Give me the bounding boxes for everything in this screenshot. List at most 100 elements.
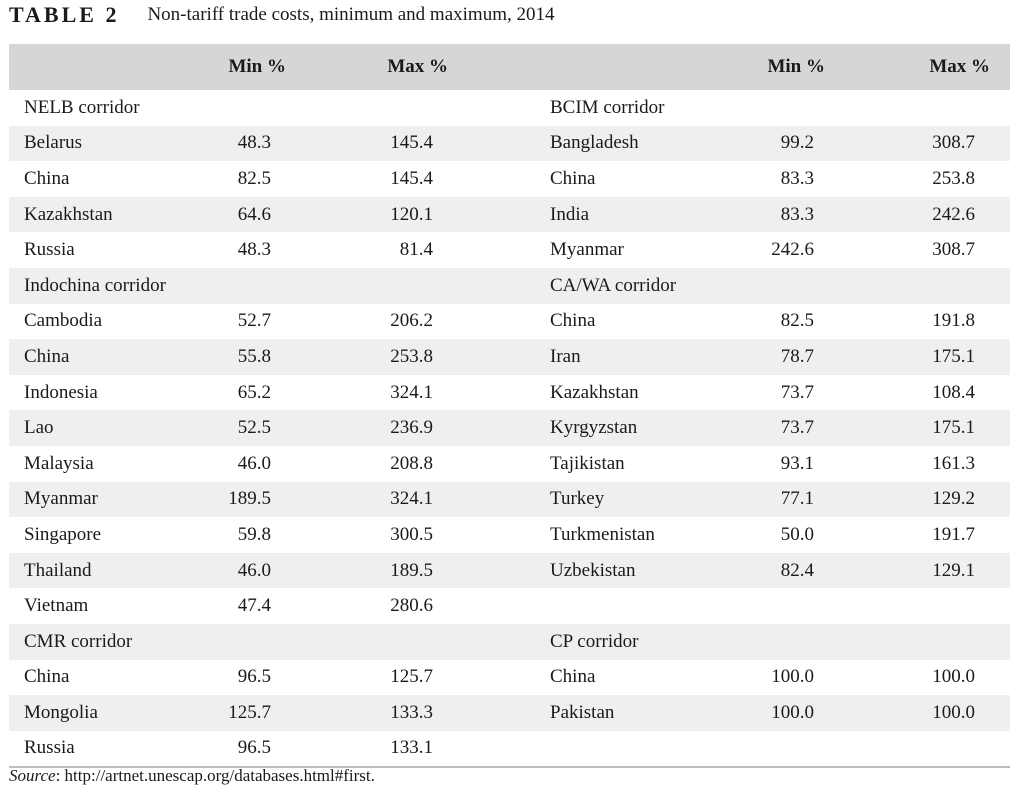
- country-left-cell: Vietnam: [24, 595, 89, 617]
- max-left-cell: 324.1: [390, 488, 433, 510]
- country-right-cell: Bangladesh: [550, 132, 639, 154]
- country-right-cell: Iran: [550, 345, 581, 367]
- min-left-cell: 96.5: [237, 666, 271, 688]
- table-row: CMR corridor CP corridor: [9, 623, 1010, 660]
- country-left-cell: Indonesia: [24, 381, 98, 403]
- country-right-cell: China: [550, 310, 596, 332]
- max-left-cell: 145.4: [390, 167, 433, 189]
- table-row: Singapore 59.8 300.5 Turkmenistan 50.0 191.7: [9, 517, 1010, 553]
- max-left-cell: 81.4: [399, 239, 433, 261]
- table-row: Malaysia 46.0 208.8 Tajikistan 93.1 161.3: [9, 446, 1010, 482]
- country-right-cell: Tajikistan: [550, 452, 625, 474]
- min-right-cell: 83.3: [780, 203, 814, 225]
- country-right-cell: Turkey: [550, 488, 605, 510]
- country-left-cell: China: [24, 167, 70, 189]
- max-left-cell: 253.8: [390, 345, 433, 367]
- country-left-cell: Mongolia: [24, 701, 98, 723]
- max-left-cell: 300.5: [390, 523, 433, 545]
- country-right-cell: BCIM corridor: [550, 96, 665, 118]
- country-left-cell: China: [24, 345, 70, 367]
- max-right-cell: 175.1: [932, 417, 975, 439]
- min-right-cell: 82.5: [780, 310, 814, 332]
- min-right-cell: 99.2: [780, 132, 814, 154]
- country-left-cell: Malaysia: [24, 452, 94, 474]
- country-right-cell: CP corridor: [550, 630, 639, 652]
- header-min-left: Min %: [228, 56, 286, 77]
- source-note: Source: http://artnet.unescap.org/databa…: [9, 766, 375, 786]
- min-right-cell: 242.6: [771, 239, 814, 261]
- country-left-cell: China: [24, 666, 70, 688]
- table-bottom-rule: [9, 766, 1010, 769]
- table-row: Kazakhstan 64.6 120.1 India 83.3 242.6: [9, 196, 1010, 233]
- min-right-cell: 100.0: [771, 701, 814, 723]
- max-right-cell: 191.7: [932, 523, 975, 545]
- table-label: TABLE 2: [9, 2, 120, 27]
- min-left-cell: 96.5: [237, 737, 271, 759]
- country-right-cell: Myanmar: [550, 239, 624, 261]
- table-body: NELB corridor BCIM corridor Belarus 48.3 145…: [9, 90, 1010, 766]
- country-left-cell: Belarus: [24, 132, 83, 154]
- header-max-left: Max %: [387, 56, 448, 77]
- table-row: Belarus 48.3 145.4 Bangladesh 99.2 308.7: [9, 125, 1010, 162]
- source-text: : http://artnet.unescap.org/databases.ht…: [55, 766, 375, 785]
- table-row: Russia 96.5 133.1: [9, 731, 1010, 767]
- max-right-cell: 308.7: [932, 132, 975, 154]
- country-left-cell: Russia: [24, 737, 75, 759]
- table-row: Indochina corridor CA/WA corridor: [9, 267, 1010, 304]
- country-left-cell: Russia: [24, 239, 75, 261]
- min-right-cell: 83.3: [780, 167, 814, 189]
- country-left-cell: CMR corridor: [24, 630, 133, 652]
- min-right-cell: 50.0: [780, 523, 814, 545]
- table-header-row: Min % Max % Min % Max %: [9, 44, 1010, 90]
- min-left-cell: 52.7: [237, 310, 271, 332]
- max-right-cell: 175.1: [932, 345, 975, 367]
- header-max-right: Max %: [929, 56, 990, 77]
- min-left-cell: 125.7: [228, 701, 271, 723]
- min-left-cell: 47.4: [237, 595, 271, 617]
- table-row: Thailand 46.0 189.5 Uzbekistan 82.4 129.1: [9, 552, 1010, 589]
- max-right-cell: 242.6: [932, 203, 975, 225]
- trade-costs-table: Min % Max % Min % Max % NELB corridor BCI…: [9, 44, 1010, 769]
- min-right-cell: 77.1: [780, 488, 814, 510]
- min-left-cell: 48.3: [237, 132, 271, 154]
- max-left-cell: 189.5: [390, 559, 433, 581]
- min-left-cell: 65.2: [237, 381, 271, 403]
- min-left-cell: 48.3: [237, 239, 271, 261]
- max-left-cell: 280.6: [390, 595, 433, 617]
- min-left-cell: 46.0: [237, 559, 271, 581]
- max-right-cell: 108.4: [932, 381, 975, 403]
- min-right-cell: 82.4: [780, 559, 814, 581]
- max-right-cell: 308.7: [932, 239, 975, 261]
- country-left-cell: Singapore: [24, 523, 102, 545]
- country-left-cell: Thailand: [24, 559, 92, 581]
- country-right-cell: China: [550, 167, 596, 189]
- min-left-cell: 55.8: [237, 345, 271, 367]
- min-right-cell: 73.7: [780, 381, 814, 403]
- country-left-cell: Kazakhstan: [24, 203, 113, 225]
- max-right-cell: 100.0: [932, 701, 975, 723]
- max-left-cell: 145.4: [390, 132, 433, 154]
- country-right-cell: China: [550, 666, 596, 688]
- table-row: Russia 48.3 81.4 Myanmar 242.6 308.7: [9, 232, 1010, 268]
- min-left-cell: 82.5: [237, 167, 271, 189]
- max-right-cell: 129.1: [932, 559, 975, 581]
- country-right-cell: Kyrgyzstan: [550, 417, 638, 439]
- max-left-cell: 120.1: [390, 203, 433, 225]
- min-right-cell: 78.7: [780, 345, 814, 367]
- table-title: Non-tariff trade costs, minimum and maxi…: [147, 4, 555, 25]
- min-left-cell: 59.8: [237, 523, 271, 545]
- table-row: Lao 52.5 236.9 Kyrgyzstan 73.7 175.1: [9, 410, 1010, 446]
- country-left-cell: Cambodia: [24, 310, 103, 332]
- source-label: Source: [9, 766, 56, 785]
- max-left-cell: 133.3: [390, 701, 433, 723]
- min-right-cell: 100.0: [771, 666, 814, 688]
- header-min-right: Min %: [767, 56, 825, 77]
- max-right-cell: 161.3: [932, 452, 975, 474]
- max-left-cell: 125.7: [390, 666, 433, 688]
- table-row: NELB corridor BCIM corridor: [9, 90, 1010, 126]
- max-right-cell: 100.0: [932, 666, 975, 688]
- country-left-cell: Indochina corridor: [24, 274, 166, 296]
- max-left-cell: 208.8: [390, 452, 433, 474]
- max-left-cell: 324.1: [390, 381, 433, 403]
- max-right-cell: 253.8: [932, 167, 975, 189]
